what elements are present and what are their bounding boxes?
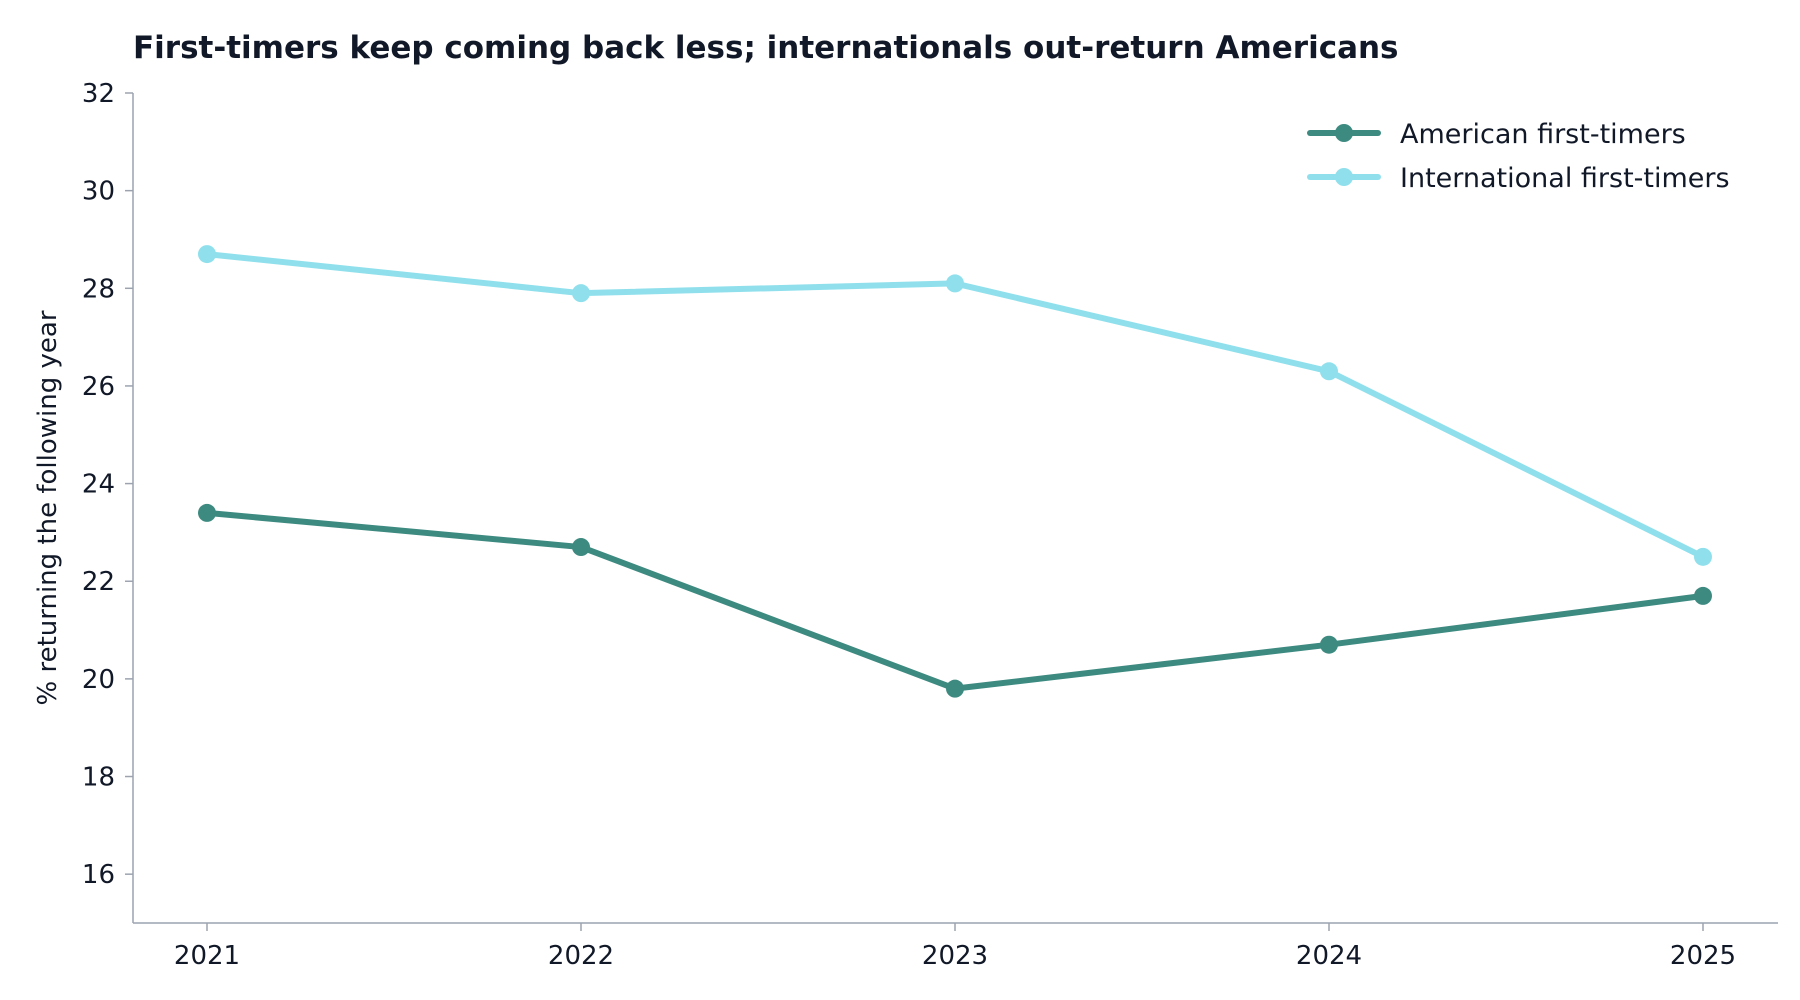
data-point (946, 679, 964, 698)
x-tick-label: 2023 (922, 941, 988, 971)
y-tick-label: 30 (82, 177, 115, 207)
series-line (204, 509, 1706, 692)
data-point (1694, 547, 1712, 566)
legend-label: American first-timers (1400, 119, 1686, 150)
series-international (198, 245, 1712, 566)
legend-entry: International first-timers (1307, 163, 1730, 194)
data-point (572, 284, 590, 303)
y-axis-label: % returning the following year (33, 310, 63, 705)
series-layer (198, 245, 1712, 698)
chart-title: First-timers keep coming back less; inte… (133, 30, 1399, 66)
legend-swatch-marker (1335, 124, 1353, 142)
y-tick-label: 18 (82, 763, 115, 793)
x-tick-label: 2024 (1296, 941, 1362, 971)
x-tick-label: 2025 (1670, 941, 1736, 971)
data-point (198, 245, 216, 264)
y-tick-label: 24 (82, 470, 115, 500)
data-point (198, 503, 216, 522)
x-tick-label: 2021 (174, 941, 240, 971)
y-tick-label: 16 (82, 860, 115, 890)
y-tick-label: 26 (82, 372, 115, 402)
legend: American first-timers International first… (1307, 119, 1730, 194)
y-tick-label: 32 (82, 79, 115, 109)
data-point (1694, 586, 1712, 605)
data-point (1320, 635, 1338, 654)
data-point (572, 538, 590, 557)
y-tick-label: 22 (82, 567, 115, 597)
y-tick-label: 20 (82, 665, 115, 695)
y-tick-label: 28 (82, 274, 115, 304)
legend-label: International first-timers (1400, 163, 1730, 194)
legend-entry: American first-timers (1307, 119, 1686, 150)
legend-swatch-marker (1335, 168, 1353, 186)
series-line (204, 251, 1706, 560)
data-point (1320, 362, 1338, 381)
series-american (198, 503, 1712, 698)
x-tick-label: 2022 (548, 941, 614, 971)
data-point (946, 274, 964, 293)
